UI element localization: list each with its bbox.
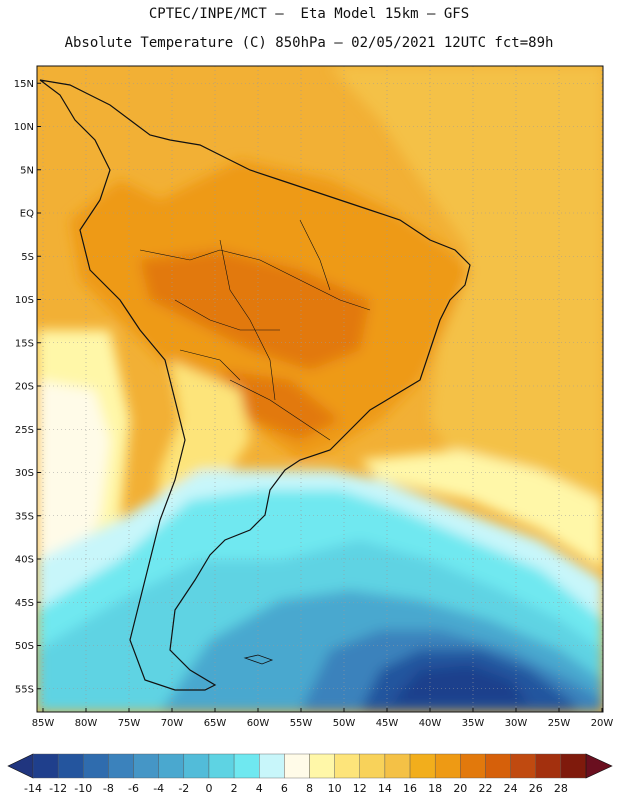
colorbar-under-arrow [7, 753, 34, 779]
colorbar-tick-label: -2 [178, 782, 189, 795]
colorbar-swatch [284, 753, 310, 779]
lat-label: 15N [14, 79, 34, 90]
lon-label: 60W [247, 718, 270, 729]
colorbar-swatch [334, 753, 360, 779]
colorbar-tick-label: -10 [74, 782, 92, 795]
lat-label: 55S [15, 684, 34, 695]
lon-label: 20W [591, 718, 614, 729]
colorbar-swatch [83, 753, 109, 779]
colorbar-swatch [158, 753, 185, 779]
lat-label: 10N [14, 122, 34, 133]
longitude-axis: 85W 80W 75W 70W 65W 60W 55W 50W 45W 40W 35W 30W 25W 2… [32, 708, 614, 729]
colorbar: -14 -12 -10 -8 -6 -4 -2 0 2 4 6 8 10 12 14 16 18 20 22 24 26… [7, 753, 613, 795]
colorbar-tick-label: 22 [478, 782, 492, 795]
field-south-deepest [390, 665, 530, 705]
colorbar-swatch [183, 753, 210, 779]
field-atlantic-band [330, 66, 603, 560]
lat-label: 25S [15, 425, 34, 436]
lon-label: 45W [376, 718, 399, 729]
colorbar-tick-label: 20 [453, 782, 467, 795]
colorbar-swatch [133, 753, 159, 779]
lon-label: 55W [290, 718, 313, 729]
colorbar-tick-label: 18 [428, 782, 442, 795]
colorbar-tick-label: 28 [554, 782, 568, 795]
lon-label: 35W [462, 718, 485, 729]
field-pacific-cream [37, 380, 110, 590]
colorbar-swatch [208, 753, 235, 779]
temperature-field [37, 66, 603, 712]
lon-label: 65W [204, 718, 227, 729]
lon-label: 30W [505, 718, 528, 729]
colorbar-swatch [510, 753, 536, 779]
colorbar-tick-label: 6 [281, 782, 288, 795]
colorbar-tick-label: -14 [24, 782, 42, 795]
latitude-axis: 15N 10N 5N EQ 5S 10S 15S 20S 25S 30S 35S 40S 45S 50S 5… [14, 79, 41, 695]
lat-label: 15S [15, 338, 34, 349]
colorbar-swatch [108, 753, 134, 779]
field-land-hot-south [220, 370, 340, 440]
colorbar-tick-label: 14 [378, 782, 392, 795]
colorbar-swatch [560, 753, 587, 779]
colorbar-tick-label: 16 [403, 782, 417, 795]
lat-label: 5N [20, 165, 34, 176]
colorbar-tick-label: -8 [103, 782, 114, 795]
colorbar-swatch [535, 753, 562, 779]
colorbar-swatch [485, 753, 511, 779]
falkland-islands [243, 654, 274, 665]
colorbar-swatch [259, 753, 285, 779]
colorbar-tick-label: -6 [128, 782, 139, 795]
lon-label: 75W [118, 718, 141, 729]
lon-label: 40W [419, 718, 442, 729]
map-frame [36, 65, 604, 713]
lat-label: 10S [15, 295, 34, 306]
colorbar-swatch [309, 753, 335, 779]
colorbar-tick-label: 10 [328, 782, 342, 795]
country-borders [139, 219, 371, 441]
colorbar-swatch [384, 753, 411, 779]
colorbar-tick-label: -12 [49, 782, 67, 795]
lat-label: 35S [15, 511, 34, 522]
lat-label: 30S [15, 468, 34, 479]
lon-label: 80W [75, 718, 98, 729]
colorbar-swatch [32, 753, 59, 779]
colorbar-tick-label: 0 [205, 782, 212, 795]
lon-label: 50W [333, 718, 356, 729]
colorbar-tick-label: -4 [153, 782, 164, 795]
colorbar-swatch [409, 753, 436, 779]
colorbar-tick-label: 24 [504, 782, 518, 795]
colorbar-swatch [460, 753, 486, 779]
lat-label: EQ [20, 209, 34, 220]
lat-label: 40S [15, 555, 34, 566]
lat-label: 20S [15, 382, 34, 393]
colorbar-swatch [434, 753, 461, 779]
lon-label: 85W [32, 718, 55, 729]
lat-label: 45S [15, 598, 34, 609]
field-land-hot [140, 250, 370, 370]
colorbar-tick-label: 8 [306, 782, 313, 795]
lat-label: 50S [15, 641, 34, 652]
title-line-2: Absolute Temperature (C) 850hPa – 02/05/… [64, 35, 554, 51]
colorbar-swatch [233, 753, 260, 779]
lon-label: 70W [161, 718, 184, 729]
colorbar-swatch [57, 753, 84, 779]
colorbar-tick-label: 26 [529, 782, 543, 795]
field-south-atlantic-pale [360, 450, 603, 570]
colorbar-swatch [359, 753, 386, 779]
colorbar-over-arrow [585, 753, 613, 779]
lon-label: 25W [548, 718, 571, 729]
coastline [39, 79, 471, 691]
lat-label: 5S [21, 252, 34, 263]
colorbar-tick-label: 2 [231, 782, 238, 795]
title-line-1: CPTEC/INPE/MCT – Eta Model 15km – GFS [148, 6, 470, 22]
colorbar-tick-label: 4 [256, 782, 263, 795]
colorbar-tick-label: 12 [353, 782, 367, 795]
